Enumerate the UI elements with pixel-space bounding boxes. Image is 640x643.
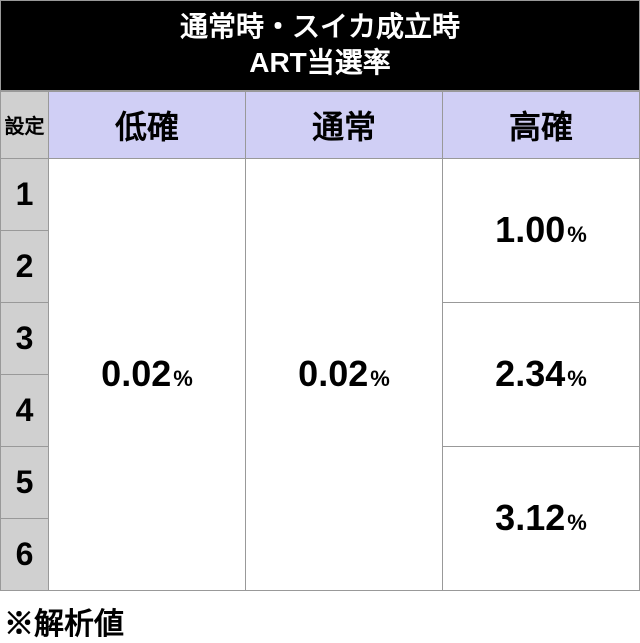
teikaku-cell: 0.02% — [49, 158, 246, 590]
kokaku-12-value: 1.00 — [495, 209, 565, 250]
settei-3: 3 — [1, 302, 49, 374]
unit: % — [567, 222, 587, 247]
settei-5: 5 — [1, 446, 49, 518]
kokaku-56-value: 3.12 — [495, 497, 565, 538]
rate-table-container: 通常時・スイカ成立時 ART当選率 設定 低確 通常 高確 1 0.02% 0.… — [0, 0, 640, 591]
unit: % — [173, 366, 193, 391]
unit: % — [370, 366, 390, 391]
col-header-kokaku: 高確 — [443, 91, 640, 158]
col-header-tsujo: 通常 — [246, 91, 443, 158]
table-row: 1 0.02% 0.02% 1.00% — [1, 158, 640, 230]
settei-6: 6 — [1, 518, 49, 590]
kokaku-12-cell: 1.00% — [443, 158, 640, 302]
rate-table: 設定 低確 通常 高確 1 0.02% 0.02% 1.00% 2 3 2.34… — [0, 91, 640, 591]
title-line1: 通常時・スイカ成立時 — [180, 11, 460, 42]
kokaku-34-cell: 2.34% — [443, 302, 640, 446]
settei-4: 4 — [1, 374, 49, 446]
title-line2: ART当選率 — [249, 47, 391, 78]
col-header-teikaku: 低確 — [49, 91, 246, 158]
unit: % — [567, 510, 587, 535]
teikaku-value: 0.02 — [101, 353, 171, 394]
table-title: 通常時・スイカ成立時 ART当選率 — [0, 0, 640, 91]
header-row: 設定 低確 通常 高確 — [1, 91, 640, 158]
settei-2: 2 — [1, 230, 49, 302]
kokaku-34-value: 2.34 — [495, 353, 565, 394]
settei-header: 設定 — [1, 91, 49, 158]
kokaku-56-cell: 3.12% — [443, 446, 640, 590]
settei-1: 1 — [1, 158, 49, 230]
unit: % — [567, 366, 587, 391]
tsujo-value: 0.02 — [298, 353, 368, 394]
tsujo-cell: 0.02% — [246, 158, 443, 590]
footer-note: ※解析値 — [0, 591, 640, 643]
